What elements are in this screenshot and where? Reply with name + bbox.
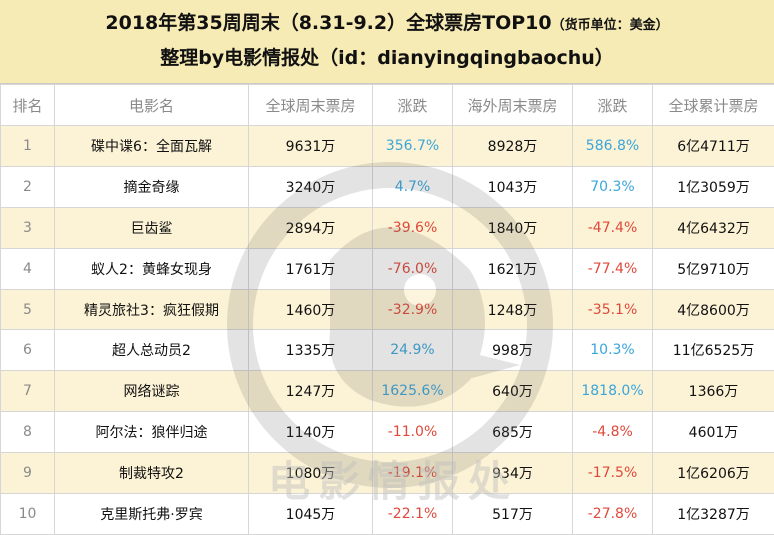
global-weekend-gross-cell: 1045万 [249,494,373,535]
global-weekend-gross-cell: 1460万 [249,289,373,330]
global-total-gross-cell: 1亿3287万 [653,494,774,535]
global-change-cell: 24.9% [373,330,453,371]
rank-cell: 9 [1,453,55,494]
column-header-change: 涨跌 [373,85,453,126]
page-title: 2018年第35周周末（8.31-9.2）全球票房TOP10（货币单位：美金） [0,10,774,39]
rank-cell: 7 [1,371,55,412]
rank-cell: 3 [1,207,55,248]
movie-title-cell: 制裁特攻2 [55,453,249,494]
global-total-gross-cell: 6亿4711万 [653,126,774,167]
overseas-change-cell: -17.5% [573,453,653,494]
column-header-overseas-change: 涨跌 [573,85,653,126]
movie-title-cell: 克里斯托弗·罗宾 [55,494,249,535]
global-change-cell: -76.0% [373,248,453,289]
overseas-change-cell: -4.8% [573,412,653,453]
overseas-weekend-gross-cell: 8928万 [453,126,573,167]
currency-unit-note: （货币单位：美金） [552,18,669,33]
overseas-weekend-gross-cell: 640万 [453,371,573,412]
global-weekend-gross-cell: 1247万 [249,371,373,412]
column-header-rank: 排名 [1,85,55,126]
column-header-overseas-weekend: 海外周末票房 [453,85,573,126]
column-header-title: 电影名 [55,85,249,126]
rank-cell: 6 [1,330,55,371]
global-weekend-gross-cell: 1761万 [249,248,373,289]
global-total-gross-cell: 1366万 [653,371,774,412]
global-total-gross-cell: 4601万 [653,412,774,453]
movie-title-cell: 网络谜踪 [55,371,249,412]
overseas-change-cell: 10.3% [573,330,653,371]
overseas-weekend-gross-cell: 1248万 [453,289,573,330]
global-weekend-gross-cell: 1080万 [249,453,373,494]
overseas-change-cell: -35.1% [573,289,653,330]
rank-cell: 2 [1,166,55,207]
column-header-global-total: 全球累计票房 [653,85,774,126]
global-total-gross-cell: 11亿6525万 [653,330,774,371]
global-total-gross-cell: 4亿8600万 [653,289,774,330]
movie-title-cell: 摘金奇缘 [55,166,249,207]
overseas-change-cell: -77.4% [573,248,653,289]
movie-title-cell: 巨齿鲨 [55,207,249,248]
overseas-change-cell: -47.4% [573,207,653,248]
global-total-gross-cell: 1亿6206万 [653,453,774,494]
overseas-weekend-gross-cell: 998万 [453,330,573,371]
global-change-cell: -39.6% [373,207,453,248]
global-change-cell: -19.1% [373,453,453,494]
overseas-change-cell: 70.3% [573,166,653,207]
rank-cell: 8 [1,412,55,453]
overseas-change-cell: -27.8% [573,494,653,535]
global-change-cell: -11.0% [373,412,453,453]
movie-title-cell: 碟中谍6：全面瓦解 [55,126,249,167]
title-text: 2018年第35周周末（8.31-9.2）全球票房TOP10 [105,12,551,34]
overseas-weekend-gross-cell: 1043万 [453,166,573,207]
header-banner: 2018年第35周周末（8.31-9.2）全球票房TOP10（货币单位：美金） … [0,0,774,84]
column-header-global-weekend: 全球周末票房 [249,85,373,126]
global-change-cell: 4.7% [373,166,453,207]
global-total-gross-cell: 1亿3059万 [653,166,774,207]
movie-title-cell: 阿尔法：狼伴归途 [55,412,249,453]
overseas-weekend-gross-cell: 1840万 [453,207,573,248]
global-change-cell: 356.7% [373,126,453,167]
global-change-cell: -32.9% [373,289,453,330]
overseas-weekend-gross-cell: 685万 [453,412,573,453]
global-weekend-gross-cell: 3240万 [249,166,373,207]
global-change-cell: -22.1% [373,494,453,535]
movie-title-cell: 超人总动员2 [55,330,249,371]
global-total-gross-cell: 4亿6432万 [653,207,774,248]
overseas-weekend-gross-cell: 517万 [453,494,573,535]
overseas-weekend-gross-cell: 934万 [453,453,573,494]
global-weekend-gross-cell: 1140万 [249,412,373,453]
page-subtitle: 整理by电影情报处（id：dianyingqingbaochu） [0,45,774,71]
overseas-change-cell: 586.8% [573,126,653,167]
overseas-change-cell: 1818.0% [573,371,653,412]
global-change-cell: 1625.6% [373,371,453,412]
overseas-weekend-gross-cell: 1621万 [453,248,573,289]
global-weekend-gross-cell: 2894万 [249,207,373,248]
movie-title-cell: 精灵旅社3：疯狂假期 [55,289,249,330]
rank-cell: 4 [1,248,55,289]
global-weekend-gross-cell: 9631万 [249,126,373,167]
global-weekend-gross-cell: 1335万 [249,330,373,371]
rank-cell: 5 [1,289,55,330]
table-header-row: 排名 电影名 全球周末票房 涨跌 海外周末票房 涨跌 全球累计票房 [1,85,774,126]
global-total-gross-cell: 5亿9710万 [653,248,774,289]
movie-title-cell: 蚁人2：黄蜂女现身 [55,248,249,289]
rank-cell: 1 [1,126,55,167]
rank-cell: 10 [1,494,55,535]
